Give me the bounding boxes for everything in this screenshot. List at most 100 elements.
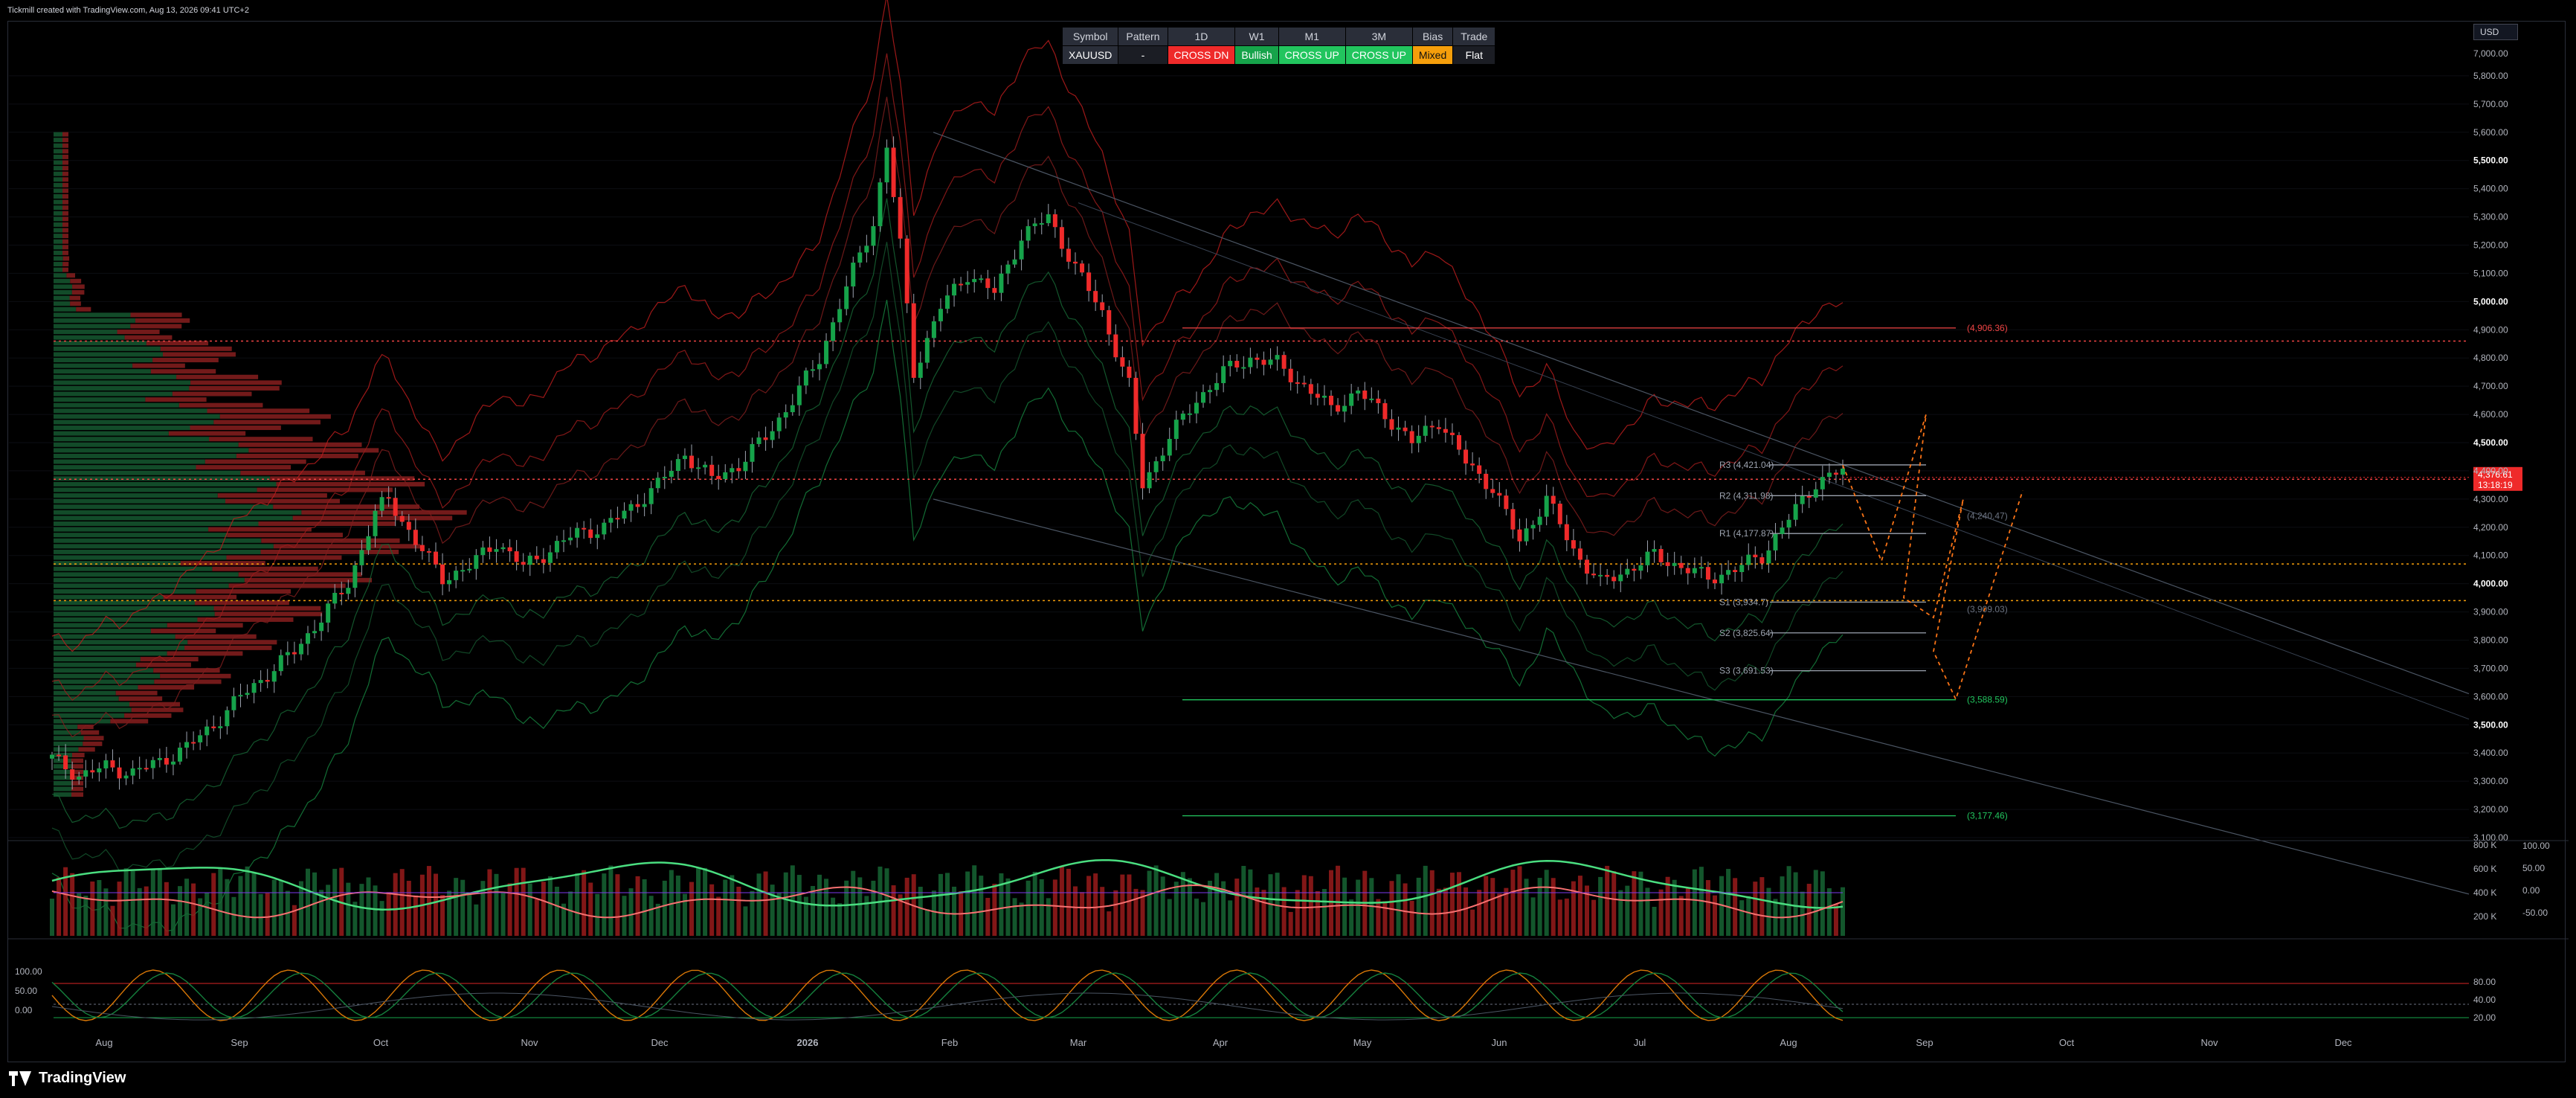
volume-bar: [467, 893, 472, 936]
signal-table-header: Symbol Pattern 1D W1 M1 3M Bias Trade: [1061, 27, 1496, 46]
candle-body: [1423, 426, 1428, 436]
volume-bar: [1598, 876, 1603, 936]
candle-body: [1598, 574, 1603, 577]
time-label-6: Feb: [941, 1037, 958, 1048]
volume-bar: [379, 901, 384, 936]
candle-body: [1726, 570, 1731, 575]
candle-body: [783, 412, 788, 418]
volume-bar: [1470, 909, 1475, 936]
candle-body: [1645, 551, 1650, 565]
candle-body: [70, 769, 75, 780]
volume-bar: [366, 877, 371, 936]
price-tick-25: 3,400.00: [2473, 748, 2508, 758]
pivot-label-6: S3 (3,691.53): [1719, 666, 1774, 676]
price-tick-4: 5,500.00: [2473, 155, 2508, 166]
price-tick-6: 5,300.00: [2473, 212, 2508, 222]
volume-bar: [1268, 874, 1273, 936]
volume-bar: [164, 882, 169, 936]
osc-axis-1: 50.00: [2522, 863, 2545, 873]
volume-bar: [1382, 901, 1388, 936]
candle-body: [292, 652, 297, 655]
volume-bar: [703, 867, 708, 936]
candle-body: [716, 475, 721, 479]
volume-bar: [1039, 879, 1044, 936]
volume-bar: [796, 875, 802, 936]
candle-body: [1173, 420, 1179, 440]
signal-cell-6: Mixed: [1411, 45, 1454, 65]
volume-bar: [635, 876, 640, 936]
candle-body: [1611, 577, 1617, 582]
volume-bar: [527, 883, 532, 936]
volume-bar: [776, 892, 782, 936]
candle-body: [251, 683, 257, 693]
price-tick-10: 4,900.00: [2473, 324, 2508, 335]
volume-bar: [1336, 865, 1341, 936]
signal-header-1: Pattern: [1118, 27, 1168, 46]
candle-body: [1228, 361, 1233, 367]
volume-bar: [1167, 899, 1172, 936]
candle-body: [1005, 264, 1011, 274]
volume-bar: [440, 894, 445, 936]
signal-cell-3: Bullish: [1234, 45, 1279, 65]
candle-body: [500, 547, 506, 550]
volume-bar: [1571, 881, 1576, 936]
signal-cell-1: -: [1118, 45, 1168, 65]
volume-bar: [1147, 870, 1152, 936]
candle-body: [1591, 574, 1597, 576]
volume-bar: [507, 883, 512, 936]
volume-bar: [642, 879, 647, 936]
volume-bar: [211, 873, 216, 936]
stoch-right-axis-2: 20.00: [2473, 1012, 2496, 1023]
candle-body: [1396, 427, 1401, 430]
candle-body: [648, 488, 654, 504]
pivot-label-1: R3 (4,421.04): [1719, 460, 1774, 470]
candle-body: [1321, 395, 1327, 398]
oscillator-green: [51, 858, 1844, 911]
candle-body: [938, 309, 943, 321]
volume-bar: [1241, 866, 1246, 936]
candle-body: [1841, 468, 1845, 475]
volume-bar: [77, 893, 82, 936]
volume-bar: [1484, 876, 1489, 936]
candle-body: [750, 443, 755, 462]
volume-bar: [857, 877, 863, 936]
candle-body: [205, 726, 210, 736]
volume-bar: [1510, 870, 1516, 936]
volume-bar: [1786, 866, 1791, 936]
signal-table: Symbol Pattern 1D W1 M1 3M Bias Trade XAUUSD - CR…: [1061, 27, 1496, 65]
volume-bar: [386, 892, 391, 936]
volume-bar: [575, 873, 580, 936]
time-label-4: Dec: [651, 1037, 669, 1048]
candle-body: [1382, 402, 1388, 420]
volume-bar: [1234, 879, 1240, 936]
volume-bar: [1153, 865, 1159, 936]
chart-frame[interactable]: [7, 21, 2566, 1062]
candle-body: [359, 550, 364, 565]
candle-body: [1127, 366, 1132, 378]
volume-bar: [972, 865, 977, 936]
candle-body: [743, 461, 748, 472]
candle-body: [218, 726, 223, 728]
candle-body: [595, 534, 600, 539]
candle-body: [1093, 291, 1098, 303]
volume-bar: [1625, 885, 1630, 936]
candle-body: [521, 562, 526, 565]
candle-body: [689, 455, 694, 469]
volume-bar: [245, 866, 250, 936]
tradingview-logo[interactable]: TradingView: [9, 1070, 126, 1087]
candle-body: [1234, 361, 1240, 368]
candle-body: [1214, 383, 1220, 391]
candle-body: [50, 754, 54, 759]
channel-mid: [1078, 202, 2470, 720]
candle-body: [117, 767, 122, 779]
candle-body: [1833, 472, 1838, 475]
currency-selector[interactable]: USD: [2473, 24, 2518, 40]
volume-bar: [1329, 870, 1333, 936]
volume-axis-3: 200 K: [2473, 911, 2496, 922]
volume-bar: [1692, 869, 1697, 936]
candle-body: [675, 459, 680, 472]
volume-bar: [1349, 899, 1354, 936]
candle-body: [1073, 261, 1078, 264]
volume-bar: [750, 890, 755, 936]
